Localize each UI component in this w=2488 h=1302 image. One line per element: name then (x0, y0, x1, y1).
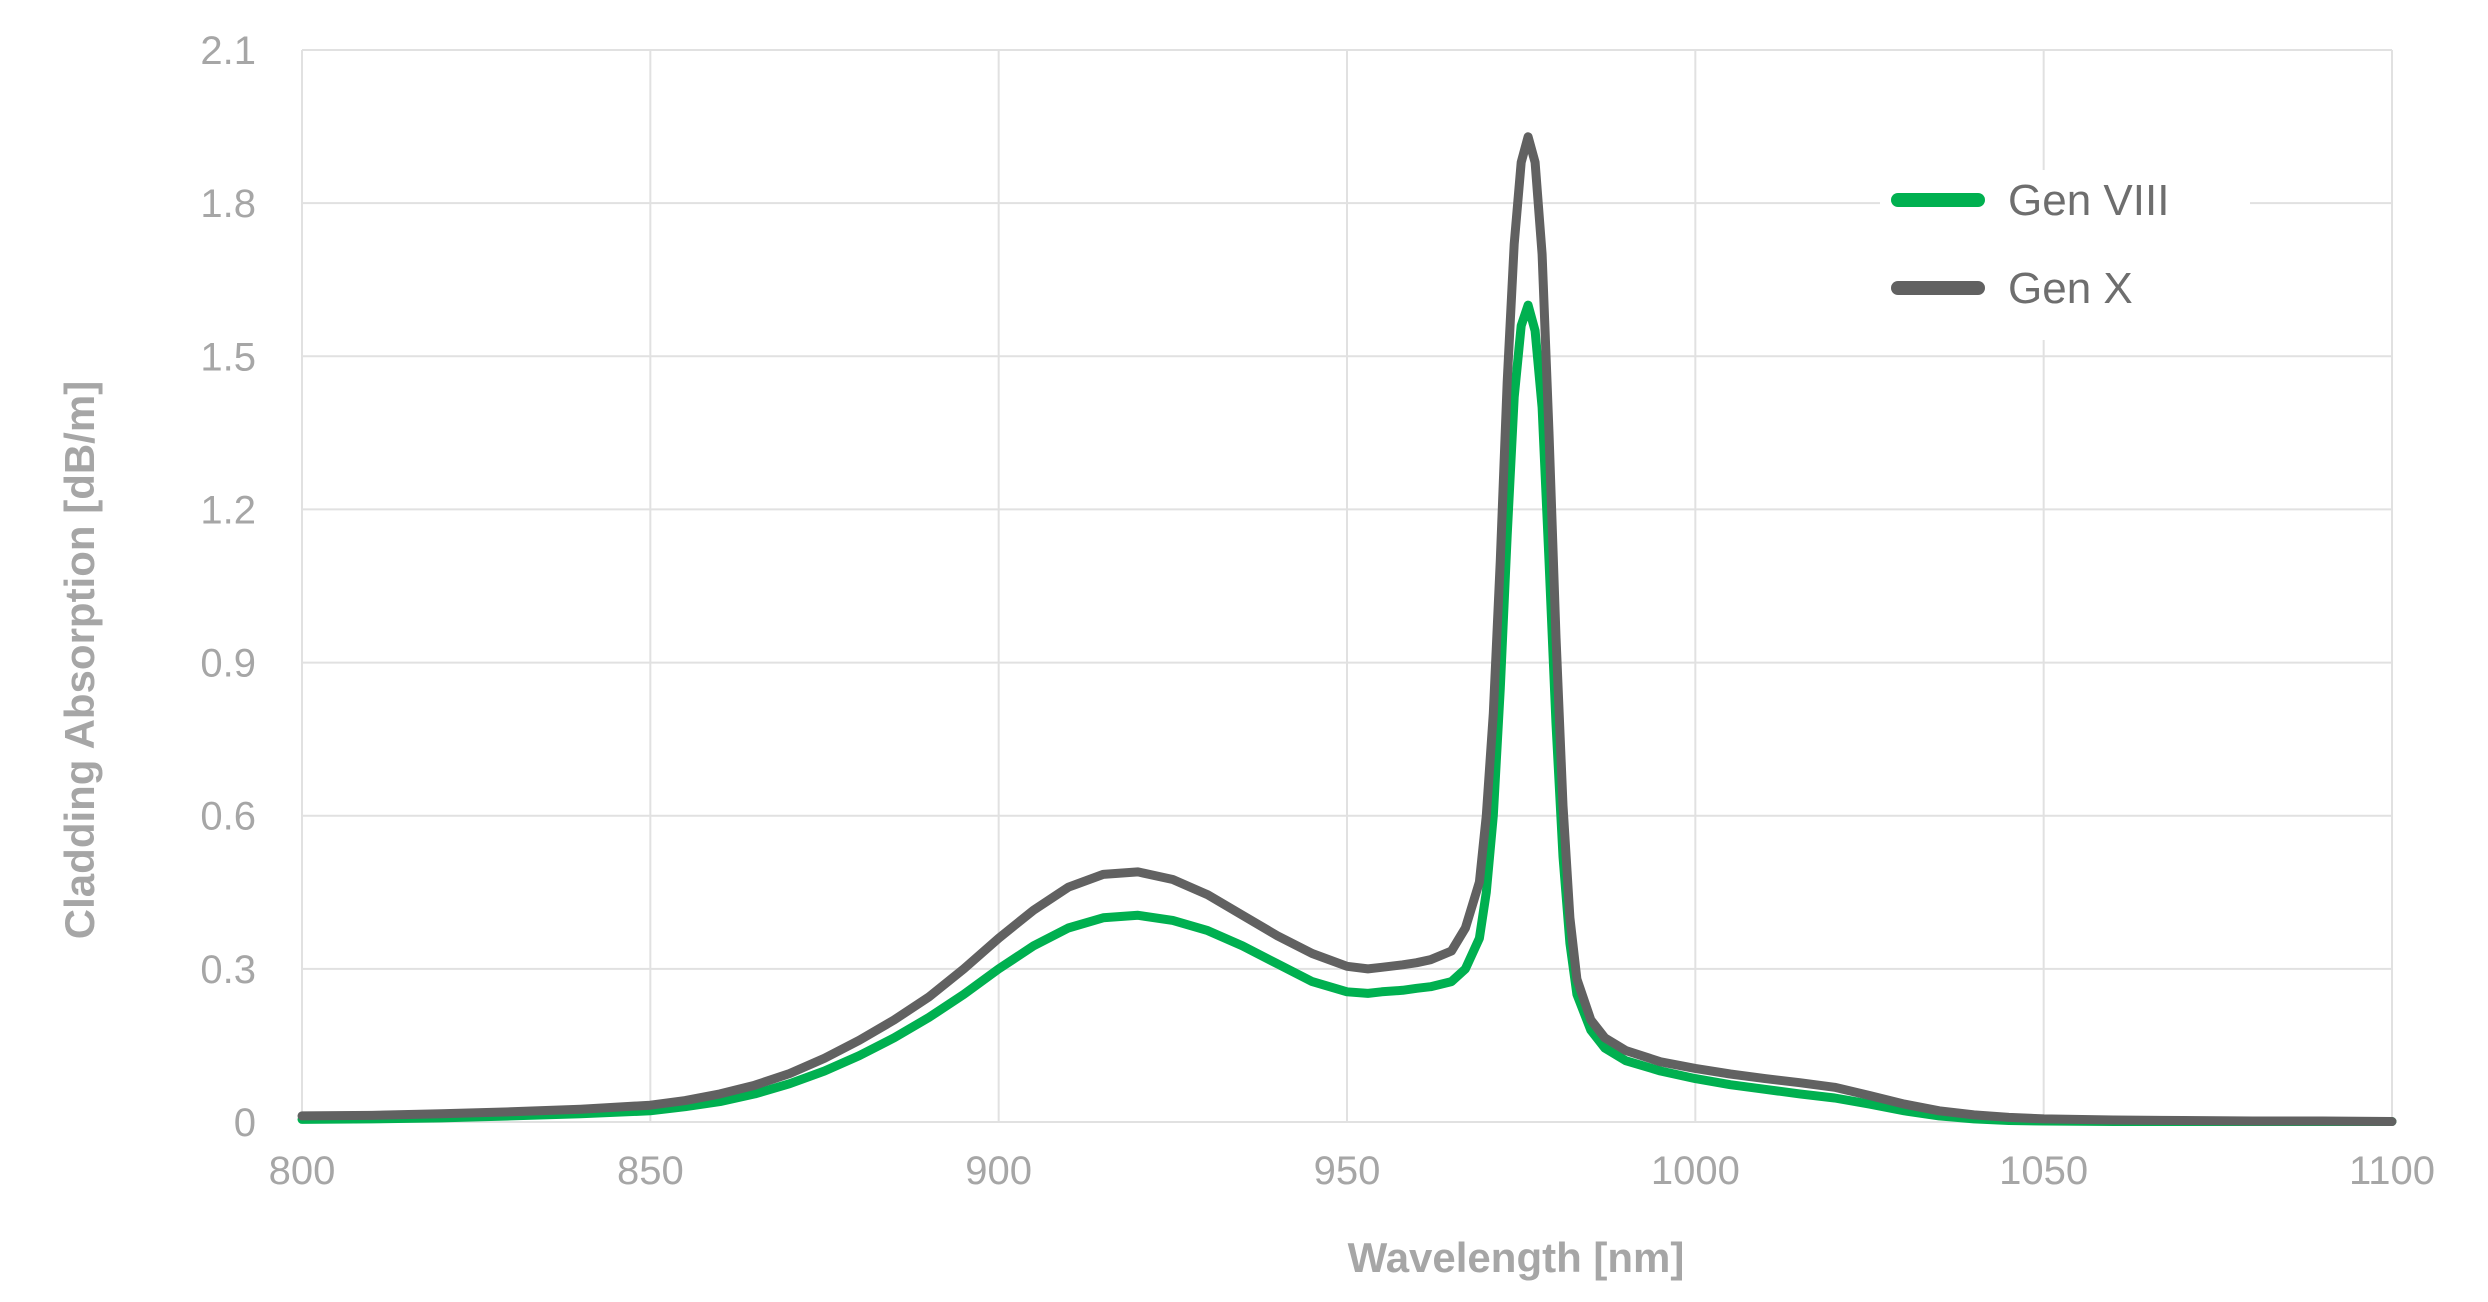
y-tick-label: 1.5 (200, 335, 256, 379)
y-axis-tick-labels: 0 0.3 0.6 0.9 1.2 1.5 1.8 2.1 (200, 29, 256, 1145)
x-tick-label: 950 (1314, 1149, 1381, 1193)
series-line-gen-x (297, 132, 2397, 1126)
legend-label-gen-viii: Gen VIII (2008, 176, 2169, 225)
x-tick-label: 900 (965, 1149, 1032, 1193)
x-tick-label: 850 (617, 1149, 684, 1193)
x-axis-tick-labels: 800 850 900 950 1000 1050 1100 (269, 1149, 2435, 1193)
x-tick-label: 1000 (1651, 1149, 1740, 1193)
x-axis-title: Wavelength [nm] (1348, 1234, 1685, 1281)
series-line-gen-viii (297, 300, 2397, 1126)
y-tick-label: 0 (234, 1101, 256, 1145)
x-tick-label: 1050 (1999, 1149, 2088, 1193)
legend-label-gen-x: Gen X (2008, 264, 2133, 313)
y-tick-label: 0.6 (200, 795, 256, 839)
legend: Gen VIII Gen X (1880, 170, 2250, 340)
y-axis-title: Cladding Absorption [dB/m] (56, 381, 103, 939)
x-tick-label: 1100 (2349, 1149, 2435, 1193)
y-tick-label: 0.3 (200, 948, 256, 992)
y-tick-label: 1.8 (200, 182, 256, 226)
y-tick-label: 1.2 (200, 488, 256, 532)
y-tick-label: 2.1 (200, 29, 256, 73)
x-tick-label: 800 (269, 1149, 336, 1193)
series-lines (297, 132, 2397, 1126)
y-tick-label: 0.9 (200, 642, 256, 686)
